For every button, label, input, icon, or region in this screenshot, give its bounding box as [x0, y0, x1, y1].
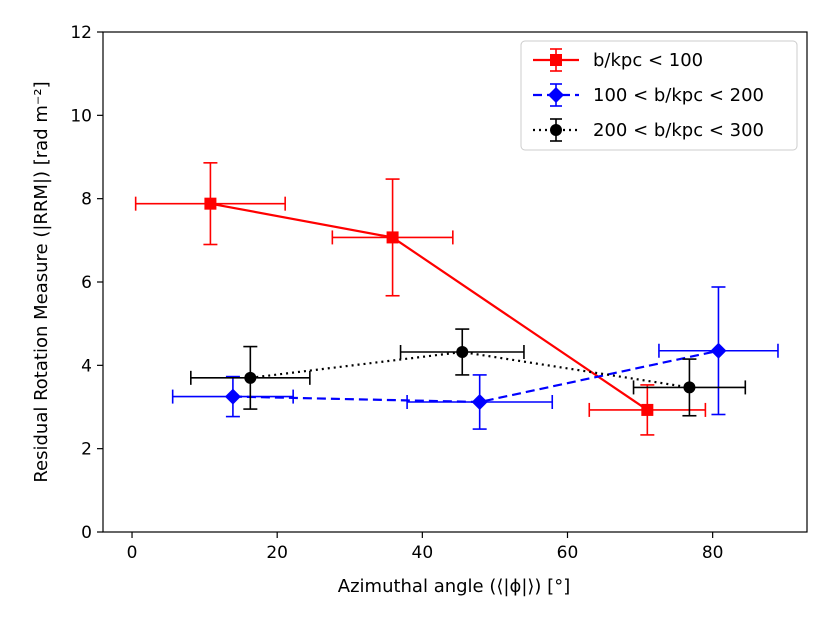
data-marker: [386, 231, 399, 244]
data-point-2-3: [658, 286, 779, 416]
legend-entry-1: b/kpc < 100: [533, 48, 703, 72]
data-point-2-2: [406, 374, 554, 430]
data-marker: [224, 388, 241, 405]
y-axis-label: Residual Rotation Measure (|RRM|) [rad m…: [31, 81, 52, 482]
data-marker: [641, 403, 654, 416]
data-marker: [710, 342, 727, 359]
series-line-3: [250, 350, 690, 389]
legend-entry-2: 100 < b/kpc < 200: [533, 83, 764, 107]
legend-label: 200 < b/kpc < 300: [593, 120, 764, 141]
x-tick-label: 60: [557, 543, 579, 563]
x-tick-label: 80: [702, 543, 724, 563]
data-point-3-3: [632, 358, 747, 417]
y-tick-label: 0: [81, 523, 92, 543]
x-tick-label: 40: [412, 543, 434, 563]
legend-marker: [550, 54, 562, 66]
data-marker: [244, 371, 257, 384]
x-tick-label: 0: [127, 543, 138, 563]
y-tick-label: 8: [81, 190, 92, 210]
data-marker: [204, 197, 217, 210]
data-point-2-1: [171, 375, 294, 418]
legend-marker: [548, 87, 564, 103]
data-point-3-1: [190, 345, 311, 410]
y-tick-label: 6: [81, 273, 92, 293]
plot-area: [134, 162, 779, 436]
legend-entry-3: 200 < b/kpc < 300: [533, 118, 764, 142]
data-point-1-2: [331, 178, 454, 297]
data-marker: [683, 381, 696, 394]
data-point-3-2: [399, 328, 525, 376]
legend-box: [520, 40, 798, 151]
data-marker: [456, 346, 469, 358]
y-tick-label: 2: [81, 440, 92, 460]
x-axis-label: Azimuthal angle (⟨|ϕ|⟩) [°]: [338, 576, 570, 597]
data-point-1-1: [134, 162, 286, 246]
y-tick-label: 4: [81, 356, 92, 376]
legend-label: 100 < b/kpc < 200: [593, 85, 764, 106]
data-point-1-3: [588, 384, 707, 436]
legend-label: b/kpc < 100: [593, 50, 703, 71]
legend: b/kpc < 100 100 < b/kpc < 200 200 < b/kpc …: [520, 40, 798, 151]
data-marker: [471, 394, 488, 410]
legend-marker: [550, 124, 562, 136]
y-tick-label: 10: [70, 106, 92, 126]
x-tick-label: 20: [266, 543, 288, 563]
axes: 0 20 40 60 80 0 2 4 6 8 10 12: [70, 23, 808, 563]
y-tick-label: 12: [70, 23, 92, 43]
